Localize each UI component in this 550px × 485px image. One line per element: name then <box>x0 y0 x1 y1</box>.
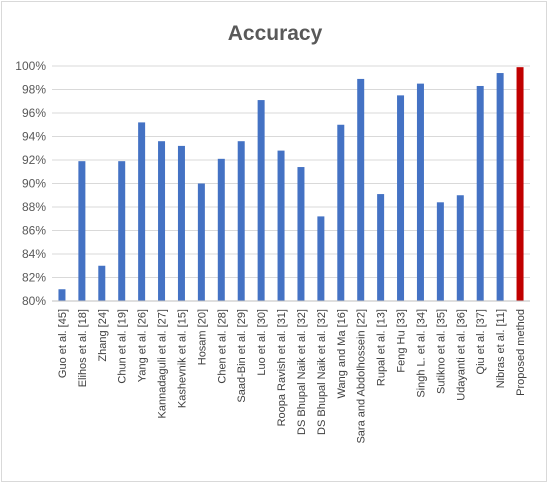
x-category-label: Feng Hu [33] <box>396 309 408 373</box>
x-category-label: Chun et al. [19] <box>117 309 129 384</box>
x-category-label: Kashevnik et al. [15] <box>176 309 188 408</box>
bar <box>317 216 325 301</box>
bar <box>158 141 166 301</box>
x-category-label: Singh L. et al. [34] <box>415 309 427 398</box>
y-tick-label: 84% <box>22 247 46 261</box>
x-category-label: Yang et al. [26] <box>137 309 149 382</box>
x-category-label: Udayanti et al. [36] <box>455 309 467 401</box>
y-tick-label: 82% <box>22 271 46 285</box>
bar <box>78 161 86 301</box>
bar <box>58 289 66 301</box>
bar <box>377 194 385 301</box>
y-tick-label: 94% <box>22 130 46 144</box>
x-category-label: Nibras et al. [11] <box>495 309 507 388</box>
bar <box>257 100 265 301</box>
bar <box>98 265 106 301</box>
x-category-label: Sutikno et al. [35] <box>435 309 447 394</box>
x-category-label: Chen et al. [28] <box>216 309 228 384</box>
y-tick-label: 88% <box>22 200 46 214</box>
y-tick-label: 80% <box>22 294 46 308</box>
bar <box>197 183 205 301</box>
y-tick-label: 86% <box>22 224 46 238</box>
bar <box>118 161 126 301</box>
x-category-label: Zhang [24] <box>97 309 109 362</box>
x-category-label: Proposed method <box>515 309 527 396</box>
x-category-label: Guo et al. [45] <box>57 309 69 378</box>
y-tick-label: 92% <box>22 153 46 167</box>
x-category-label: Wang and Ma [16] <box>336 309 348 398</box>
x-category-label: Sara and Abdolhossein [22] <box>356 309 368 444</box>
bar <box>456 195 464 301</box>
x-category-label: DS Bhupal Naik et al. [32] <box>316 309 328 435</box>
y-tick-label: 100% <box>15 59 46 73</box>
bar <box>177 145 185 301</box>
bar <box>217 158 225 301</box>
x-category-label: Rupal et al. [13] <box>376 309 388 386</box>
y-tick-label: 98% <box>22 83 46 97</box>
bar <box>397 95 405 301</box>
bar <box>357 78 365 301</box>
x-category-label: DS Bhupal Naik et al. [32] <box>296 309 308 435</box>
x-category-label: Qiu et al. [37] <box>475 309 487 374</box>
x-category-label: Luo et al. [30] <box>256 309 268 376</box>
bar <box>337 124 345 301</box>
bar <box>237 141 245 301</box>
x-category-label: Kannadaguli et al. [27] <box>157 309 169 418</box>
bar <box>516 67 524 301</box>
y-tick-label: 90% <box>22 177 46 191</box>
bar <box>416 83 424 301</box>
chart-title: Accuracy <box>227 22 323 45</box>
x-category-label: Roopa Ravish et al. [31] <box>276 309 288 426</box>
bar <box>297 167 305 301</box>
y-tick-label: 96% <box>22 106 46 120</box>
bar <box>138 122 146 302</box>
bar <box>277 150 285 301</box>
x-category-label: Saad-Bin et al. [29] <box>236 309 248 403</box>
x-category-label: Hosam [20] <box>196 309 208 365</box>
x-category-label: Elihos et al. [18] <box>77 309 89 387</box>
bar <box>436 202 444 301</box>
bar <box>476 85 484 301</box>
bar <box>496 73 504 301</box>
